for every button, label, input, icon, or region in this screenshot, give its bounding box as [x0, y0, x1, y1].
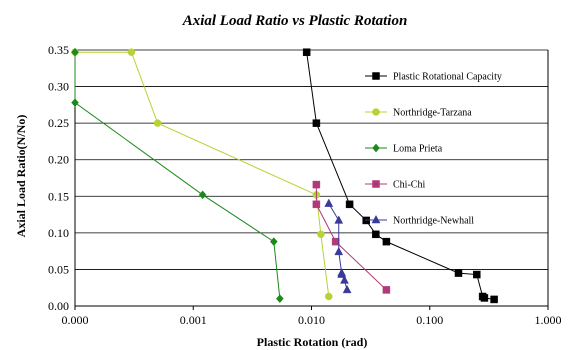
y-tick-label: 0.05: [48, 262, 69, 276]
data-point: [382, 237, 391, 246]
x-tick-label: 0.001: [180, 313, 207, 327]
legend-marker: [372, 143, 380, 153]
y-axis-label: Axial Load Ratio(N/No): [14, 115, 28, 238]
series-3: [71, 47, 284, 304]
data-point: [340, 275, 349, 284]
legend-entry: Chi-Chi: [365, 180, 425, 191]
x-tick-label: 0.000: [62, 313, 89, 327]
series-5: [324, 198, 352, 294]
x-tick-label: 1.000: [535, 313, 562, 327]
data-point: [342, 284, 352, 294]
axes: [74, 50, 549, 310]
series-line: [315, 184, 387, 291]
legend-marker: [372, 180, 380, 188]
data-point: [345, 200, 354, 209]
data-point: [337, 269, 347, 278]
data-point: [312, 119, 321, 127]
data-point: [372, 230, 380, 239]
series-line: [74, 52, 281, 299]
data-point: [382, 286, 391, 294]
legend-entry: Northridge-Tarzana: [365, 108, 472, 119]
chart-title: Axial Load Ratio vs Plastic Rotation: [182, 13, 408, 29]
y-tick-label: 0.35: [48, 43, 69, 57]
data-point: [325, 292, 333, 301]
legend-marker: [372, 72, 380, 80]
legend-entry: Plastic Rotational Capacity: [365, 72, 502, 83]
legend-label: Chi-Chi: [393, 180, 425, 191]
data-point: [302, 48, 311, 56]
legend-label: Loma Prieta: [393, 144, 443, 155]
data-point: [490, 295, 498, 304]
y-tick-label: 0.25: [48, 116, 69, 130]
x-tick-labels: 0.000 0.001 0.010 0.100 1.000: [62, 313, 562, 327]
grid-lines: [75, 49, 548, 270]
series-line: [306, 52, 495, 300]
data-point: [473, 270, 481, 279]
y-tick-label: 0.00: [48, 299, 69, 313]
legend: Plastic Rotational Capacity Northridge-Ta…: [365, 72, 502, 227]
legend-marker: [372, 108, 380, 116]
x-tick-label: 0.010: [298, 313, 325, 327]
data-point: [198, 190, 207, 200]
data-point: [334, 215, 344, 224]
data-point: [276, 294, 284, 304]
data-point: [317, 230, 325, 239]
y-tick-labels: 0.00 0.05 0.10 0.15 0.20 0.25 0.30 0.35: [48, 43, 69, 313]
data-point: [480, 294, 489, 302]
legend-entry: Loma Prieta: [365, 144, 443, 155]
legend-marker: [371, 214, 381, 224]
x-tick-label: 0.100: [416, 313, 443, 327]
data-point: [312, 180, 321, 189]
data-point: [71, 47, 79, 57]
legend-entry: Northridge-Newhall: [365, 214, 474, 227]
series-4: [312, 180, 391, 294]
data-point: [334, 246, 344, 256]
x-axis-label: Plastic Rotation (rad): [257, 335, 368, 349]
data-point: [324, 198, 334, 207]
y-tick-label: 0.30: [48, 80, 69, 94]
data-point: [454, 269, 463, 277]
data-point: [269, 237, 278, 247]
y-tick-label: 0.10: [48, 226, 69, 240]
y-tick-label: 0.15: [48, 189, 69, 203]
legend-label: Northridge-Newhall: [393, 216, 474, 227]
series-line: [75, 51, 330, 297]
data-point: [331, 237, 340, 246]
legend-label: Northridge-Tarzana: [393, 108, 472, 119]
data-point: [153, 119, 162, 127]
data-point: [312, 200, 321, 209]
series-layer: [71, 47, 498, 304]
y-tick-label: 0.20: [48, 153, 69, 167]
legend-label: Plastic Rotational Capacity: [393, 72, 502, 83]
data-point: [71, 98, 79, 108]
data-point: [127, 48, 136, 56]
